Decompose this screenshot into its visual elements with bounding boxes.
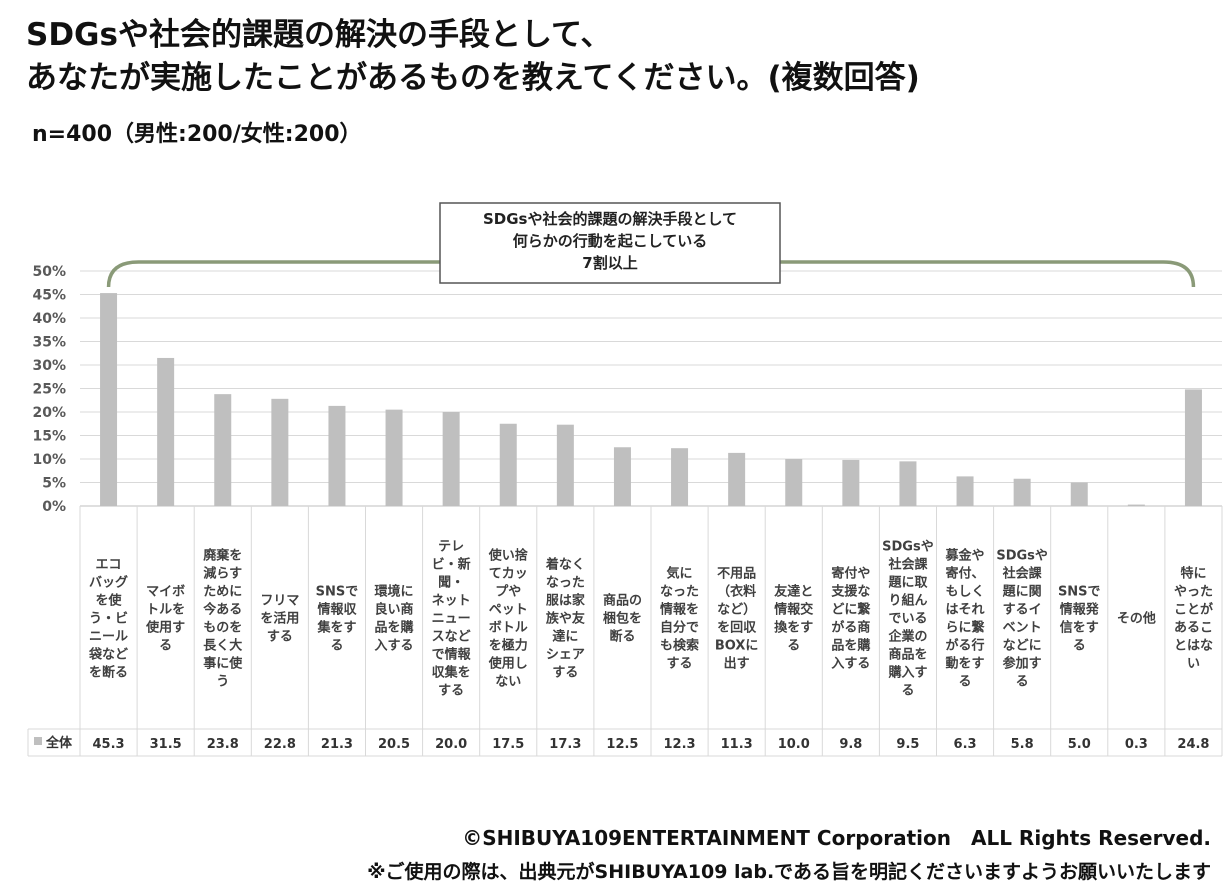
value-label: 12.5	[606, 737, 638, 752]
bar	[1127, 504, 1145, 506]
y-tick-label: 50%	[32, 264, 66, 280]
value-label: 17.3	[549, 737, 581, 752]
category-label: 環境に良い商品を購入する	[375, 584, 414, 654]
category-label: 着なくなった服は家族や友達にシェアする	[545, 557, 586, 681]
category-label: 使い捨てカップやペットボトルを極力使用しない	[488, 548, 529, 690]
value-label: 20.0	[435, 737, 467, 752]
callout-text: 何らかの行動を起こしている	[513, 232, 708, 250]
bar	[1070, 482, 1088, 506]
bar	[956, 476, 974, 506]
y-tick-label: 0%	[42, 499, 66, 515]
category-label: テレビ・新聞・ネットニュースなどで情報収集をする	[432, 540, 472, 699]
chart-title-line2: あなたが実施したことがあるものを教えてください。(複数回答)	[26, 60, 920, 96]
category-label: SNSで情報発信をする	[1058, 585, 1101, 654]
category-labels: エコバッグを使う・ビニール袋などを断るマイボトルを使用する廃棄を減らすために今あ…	[88, 540, 1213, 699]
bar	[328, 405, 346, 506]
y-tick-label: 10%	[32, 452, 66, 468]
category-label: 不用品（衣料など）を回収 BOXに出す	[715, 567, 759, 672]
y-tick-label: 35%	[32, 335, 66, 351]
value-label: 20.5	[378, 737, 410, 752]
legend-swatch	[34, 737, 42, 745]
legend-label: 全体	[45, 735, 73, 751]
bar	[842, 459, 860, 506]
bar	[442, 412, 460, 506]
category-label: エコバッグを使う・ビニール袋などを断る	[88, 558, 128, 681]
bar	[671, 448, 689, 506]
value-label: 9.5	[896, 737, 919, 752]
bar	[385, 409, 403, 506]
value-label: 23.8	[207, 737, 239, 752]
bar	[100, 293, 118, 506]
category-label: その他	[1117, 611, 1156, 627]
copyright-footer: ©SHIBUYA109ENTERTAINMENT Corporation ALL…	[462, 826, 1211, 850]
usage-note-footer: ※ご使用の際は、出典元がSHIBUYA109 lab.である旨を明記くださいます…	[367, 861, 1211, 883]
bar	[157, 357, 175, 506]
value-label: 31.5	[150, 737, 182, 752]
value-label: 5.0	[1068, 737, 1091, 752]
value-label: 9.8	[839, 737, 862, 752]
bar	[556, 424, 574, 506]
value-label: 10.0	[778, 737, 810, 752]
y-axis-ticks: 0% 5% 10% 15% 20% 25% 30% 35% 40% 45% 50%	[32, 264, 66, 515]
bar	[1184, 389, 1202, 506]
callout-text: SDGsや社会的課題の解決手段として	[483, 210, 737, 228]
bar	[1013, 478, 1031, 506]
chart-title-line1: SDGsや社会的課題の解決の手段として、	[26, 17, 612, 53]
bar	[785, 459, 803, 506]
bar	[899, 461, 917, 506]
category-label: フリマを活用する	[260, 594, 299, 645]
y-tick-label: 20%	[32, 405, 66, 421]
category-label: 特にやったことがあることはない	[1174, 566, 1213, 672]
callout-box	[439, 202, 781, 284]
bar	[271, 398, 289, 506]
y-tick-label: 25%	[32, 382, 66, 398]
category-label: SDGsや社会課題に取り組んでいる企業の商品を購入する	[882, 540, 934, 699]
bars	[100, 293, 1202, 506]
category-label: 商品の梱包を断る	[603, 593, 642, 645]
bar	[728, 452, 746, 506]
y-tick-label: 5%	[42, 476, 66, 492]
category-label: SNSで情報収集をする	[316, 585, 359, 654]
data-table: 全体	[27, 506, 1223, 757]
value-label: 24.8	[1177, 737, 1209, 752]
value-label: 22.8	[264, 737, 296, 752]
value-label: 17.5	[492, 737, 524, 752]
value-label: 11.3	[721, 737, 753, 752]
category-label: 廃棄を減らすために今あるものを長く大事に使う	[202, 548, 243, 690]
value-label: 0.3	[1125, 737, 1148, 752]
category-label: 寄付や支援などに繋がる商品を購入する	[830, 566, 871, 672]
value-label: 5.8	[1011, 737, 1034, 752]
y-tick-label: 15%	[32, 429, 66, 445]
bar	[214, 394, 232, 506]
y-tick-label: 40%	[32, 311, 66, 327]
category-label: 気になった情報を自分でも検索する	[660, 566, 699, 672]
bar	[613, 447, 631, 506]
y-tick-label: 45%	[32, 288, 66, 304]
chart-title: SDGsや社会的課題の解決の手段として、 あなたが実施したことがあるものを教えて…	[26, 14, 920, 100]
gridlines	[80, 270, 1222, 507]
callout-text: 7割以上	[582, 254, 637, 272]
value-label: 12.3	[664, 737, 696, 752]
value-label: 21.3	[321, 737, 353, 752]
value-labels: 45.3 31.5 23.8 22.8 21.3 20.5 20.0 17.5 17.3 12.5…	[93, 737, 1210, 752]
y-tick-label: 30%	[32, 358, 66, 374]
value-label: 6.3	[954, 737, 977, 752]
category-label: SDGsや社会課題に関するイベントなどに参加する	[996, 549, 1048, 690]
bar	[499, 423, 517, 506]
category-label: 募金や寄付、もしくはそれらに繋がる行動をする	[945, 548, 986, 690]
category-label: マイボトルを使用する	[145, 584, 185, 654]
category-label: 友達と情報交換をする	[774, 584, 813, 654]
value-label: 45.3	[93, 737, 125, 752]
sample-size-subtitle: n=400（男性:200/女性:200）	[32, 122, 362, 147]
